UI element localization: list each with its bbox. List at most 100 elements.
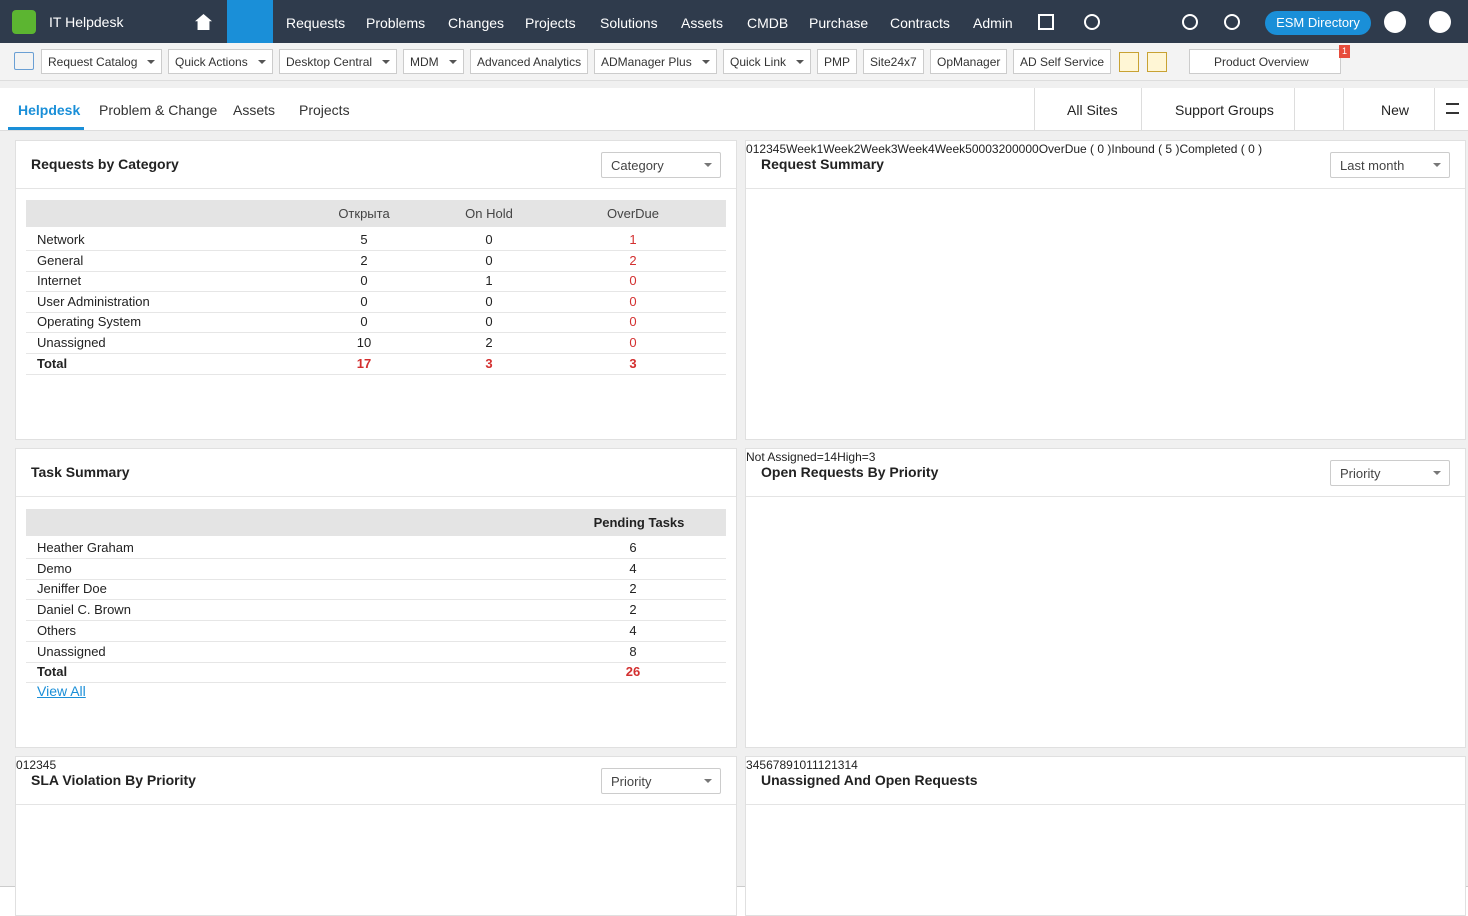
nav-icon[interactable] [1224,14,1240,30]
nav-item[interactable]: Contracts [890,15,950,31]
toolbar-label: OpManager [937,55,1001,69]
tab-action[interactable]: New [1381,102,1410,118]
panel: Task Summary Pending Tasks Heather Graham 6… [15,448,737,748]
y-tick-label: 5 [49,758,57,772]
y-tick-label: 5 [779,142,787,156]
gauge-label: 12 [817,758,832,772]
toolbar: Request Catalog Quick Actions Desktop Cent… [0,43,1468,81]
table-cell: 2 [629,581,637,597]
table-cell: Daniel C. Brown [37,602,131,618]
table-cell: Total [37,355,68,371]
table-cell: 2 [485,335,493,350]
filter-select[interactable]: Category [601,152,721,178]
row-line [26,332,726,334]
row-line [26,270,726,272]
toolbar-button[interactable]: AD Self Service [1013,49,1112,74]
y-tick-label: 1 [22,758,30,772]
nav-item[interactable]: Assets [681,15,724,31]
table-cell: 0 [360,314,368,330]
data-label: 3 [991,142,999,156]
catalog-icon[interactable] [14,52,34,70]
table-cell: 17 [356,355,372,371]
table-cell: 2 [629,252,637,268]
data-label: 0 [971,142,979,156]
nav-item[interactable]: Admin [973,15,1013,31]
legend-label[interactable]: OverDue ( 0 ) [1038,142,1112,156]
x-tick-label: Week3 [860,142,898,156]
nav-icon[interactable] [1182,14,1198,30]
esm-button[interactable]: ESM Directory [1265,11,1371,35]
table-cell: Operating System [37,314,142,330]
y-tick-label: 2 [29,758,37,772]
row-line [26,640,726,642]
gauge-label: 4 [752,758,760,772]
nav-icon[interactable] [1084,14,1100,30]
gauge-label: 13 [831,758,845,772]
table-cell: User Administration [37,293,150,309]
toolbar-button[interactable]: Request Catalog [41,49,163,74]
gauge-label: 14 [844,758,858,772]
toolbar-button[interactable]: MDM [403,49,464,74]
table-cell: Total [37,664,68,680]
tab-action[interactable]: All Sites [1067,102,1118,118]
toolbar-label: MDM [410,55,439,69]
toolbar-button[interactable]: Site24x7 [863,49,924,74]
toolbar-button[interactable]: Quick Link [723,49,812,74]
nav-item[interactable]: CMDB [747,15,789,31]
toolbar-button[interactable]: Desktop Central [279,49,398,74]
tab-action[interactable]: Support Groups [1175,102,1274,118]
row-line [26,353,726,354]
menu-icon[interactable] [1446,103,1459,114]
icon[interactable] [1429,11,1451,33]
tab[interactable]: Problem & Change [99,102,218,118]
toolbar-button[interactable]: OpManager [930,49,1008,74]
row-line [26,682,726,684]
table-cell: 5 [360,232,368,247]
toolbar-button[interactable]: Quick Actions [168,49,273,74]
nav-item[interactable]: Purchase [809,15,869,31]
toolbar-label: Site24x7 [870,55,917,69]
product-overview[interactable]: Product Overview [1189,49,1341,74]
dashboard-tab[interactable] [227,0,273,43]
divider [1343,88,1344,131]
filter-select[interactable]: Last month [1330,152,1450,178]
nav-item[interactable]: Solutions [600,15,658,31]
nav-item[interactable]: Projects [525,15,576,31]
icon[interactable] [1384,11,1406,33]
nav-item[interactable]: Problems [366,15,426,31]
tab[interactable]: Helpdesk [18,102,81,118]
table-cell: Demo [37,560,72,576]
filter-select[interactable]: Priority [601,768,721,794]
home-icon[interactable] [195,14,212,30]
toolbar-label: Quick Link [730,55,787,69]
y-tick-label: 0 [746,142,753,156]
table-cell: Internet [37,273,82,289]
toolbar-button[interactable]: PMP [817,49,858,74]
toolbar-button[interactable]: Advanced Analytics [470,49,589,74]
view-all-link[interactable]: View All [37,683,86,699]
table-cell: Unassigned [37,335,106,350]
toolbar-button[interactable]: ADManager Plus [594,49,717,74]
tool-icon[interactable] [1119,52,1139,72]
nav-item[interactable]: Requests [286,15,346,31]
panel-title: Task Summary [31,464,130,480]
x-tick-label: Week2 [823,142,861,156]
x-tick-label: Week1 [786,142,824,156]
tab-bar: Helpdesk Problem & Change Assets Projects Al… [0,88,1468,131]
caret [796,60,805,68]
tool-icon[interactable] [1147,52,1167,72]
tab[interactable]: Assets [233,102,276,118]
legend-label[interactable]: Inbound ( 5 ) [1111,142,1180,156]
row-line [26,620,726,622]
nav-item[interactable]: Changes [448,15,505,31]
legend-label[interactable]: Completed ( 0 ) [1179,142,1263,156]
y-tick-label: 4 [42,758,50,772]
toolbar-label: Advanced Analytics [477,55,582,69]
nav-icon[interactable] [1038,14,1054,30]
filter-select[interactable]: Priority [1330,460,1450,486]
row-line [26,373,726,375]
app-name[interactable]: IT Helpdesk [49,14,124,30]
column-header: On Hold [465,206,513,221]
tab[interactable]: Projects [299,102,350,118]
column-header: Открыта [338,206,390,221]
